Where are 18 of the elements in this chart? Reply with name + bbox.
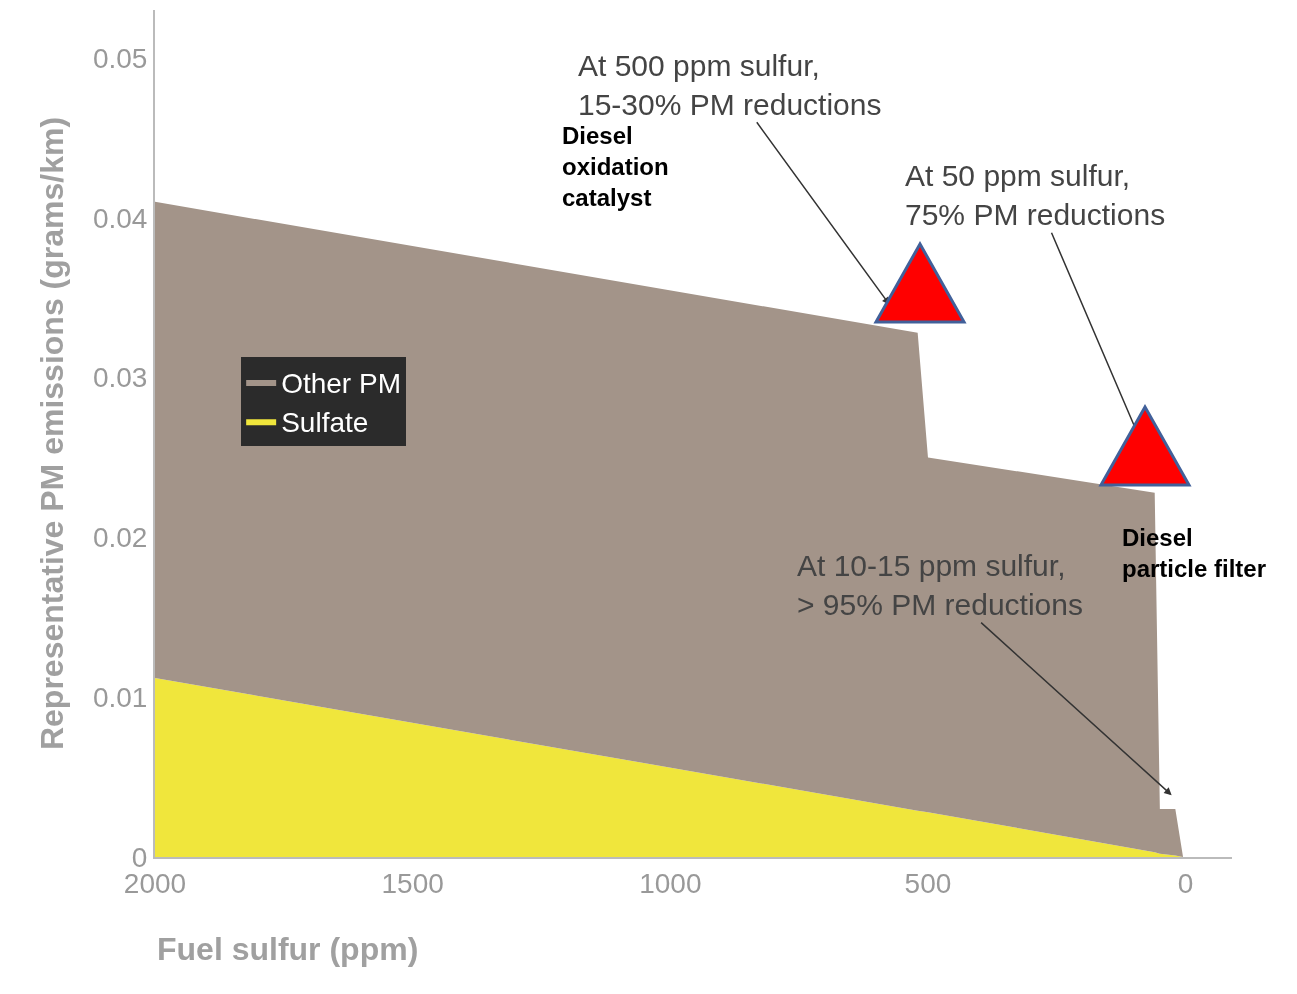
legend-label: Other PM: [281, 367, 401, 399]
annotation: Diesel particle filter: [1122, 524, 1267, 583]
y-tick-label: 0.05: [92, 42, 148, 74]
x-tick-label: 1500: [381, 867, 444, 899]
x-tick-label: 1000: [639, 867, 702, 899]
legend-label: Sulfate: [281, 407, 369, 439]
annotation: At 10-15 ppm sulfur, > 95% PM reductions: [797, 549, 1083, 621]
y-axis-title: Representative PM emissions (grams/km): [33, 116, 70, 751]
y-tick-label: 0.01: [92, 681, 148, 713]
annotation: Diesel oxidation catalyst: [562, 122, 669, 212]
x-tick-label: 0: [1177, 867, 1194, 899]
x-tick-label: 500: [904, 867, 952, 899]
annotation: At 500 ppm sulfur, 15-30% PM reductions: [578, 49, 882, 121]
y-tick-label: 0.02: [92, 522, 148, 554]
annotation: At 50 ppm sulfur, 75% PM reductions: [905, 159, 1166, 231]
x-axis-title: Fuel sulfur (ppm): [157, 931, 419, 967]
y-tick-label: 0.04: [92, 202, 148, 234]
y-tick-label: 0.03: [92, 362, 148, 394]
